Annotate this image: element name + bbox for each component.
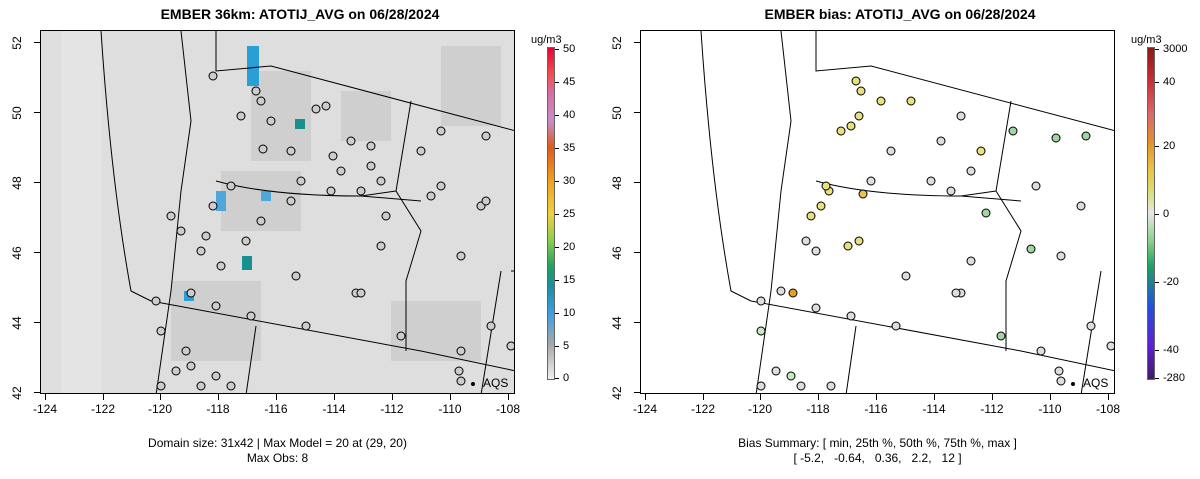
x-tick-label: -122: [690, 402, 716, 416]
legend-label: 45: [563, 76, 576, 88]
x-tick-label: -116: [264, 402, 288, 416]
map-plot-area: AQS: [40, 30, 515, 394]
x-tick-label: -120: [147, 402, 173, 416]
x-tick-label: -112: [980, 402, 1004, 416]
x-tick-label: -112: [380, 402, 404, 416]
x-tick-label: -110: [1038, 402, 1062, 416]
aqs-legend-dot: [471, 382, 475, 386]
model-grid-cells: [61, 31, 501, 393]
legend-label: 30: [563, 175, 576, 187]
aqs-legend-dot: [1071, 382, 1075, 386]
station-markers: [151, 71, 514, 391]
y-tick-label: 42: [10, 386, 24, 400]
legend-label: 40: [1163, 76, 1176, 88]
legend-label: 3000: [1163, 43, 1188, 55]
map-canvas: [41, 31, 514, 393]
y-tick-label: 48: [610, 176, 624, 190]
legend-unit: ug/m3: [531, 34, 562, 46]
caption-line-2: [ -5.2, -0.64, 0.36, 2.2, 12 ]: [793, 451, 962, 465]
map-canvas: [700, 31, 1114, 393]
map-plot-area: AQS: [640, 30, 1115, 394]
legend-label: -20: [1163, 276, 1179, 288]
y-tick-label: 50: [10, 106, 24, 120]
legend-label: 35: [563, 142, 576, 154]
model-panel: EMBER 36km: ATOTIJ_AVG on 06/28/2024: [10, 6, 576, 465]
x-tick-label: -124: [32, 402, 58, 416]
legend-label: 20: [1163, 140, 1176, 152]
bias-panel: EMBER bias: ATOTIJ_AVG on 06/28/2024: [600, 0, 1200, 479]
legend-label: 50: [563, 43, 576, 55]
legend-label: -280: [1163, 372, 1186, 384]
legend-label: -40: [1163, 344, 1179, 356]
caption-line-1: Domain size: 31x42 | Max Model = 20 at (…: [148, 436, 407, 450]
y-tick-label: 52: [10, 36, 24, 50]
aqs-label: AQS: [1083, 376, 1109, 390]
aqs-label: AQS: [483, 376, 509, 390]
legend-unit: ug/m3: [1131, 34, 1162, 46]
station-markers: [756, 76, 1114, 391]
legend-label: 20: [563, 241, 576, 253]
y-tick-label: 44: [10, 316, 24, 330]
y-tick-label: 52: [610, 36, 624, 50]
x-tick-label: -118: [806, 402, 830, 416]
state-borders: [100, 31, 514, 393]
x-tick-label: -110: [438, 402, 462, 416]
y-tick-label: 44: [610, 316, 624, 330]
y-tick-label: 48: [10, 176, 24, 190]
x-tick-label: -122: [90, 402, 116, 416]
legend-label: 0: [563, 372, 570, 384]
caption-line-1: Bias Summary: [ min, 25th %, 50th %, 75t…: [738, 436, 1017, 450]
x-tick-label: -116: [864, 402, 888, 416]
legend-label: 40: [563, 109, 576, 121]
panel-title: EMBER 36km: ATOTIJ_AVG on 06/28/2024: [160, 6, 440, 22]
state-borders: [700, 31, 1114, 393]
panel-title: EMBER bias: ATOTIJ_AVG on 06/28/2024: [764, 6, 1036, 22]
x-tick-label: -108: [1095, 402, 1121, 416]
caption-line-2: Max Obs: 8: [246, 451, 309, 465]
color-legend-bar: [1147, 47, 1155, 380]
x-tick-label: -114: [322, 402, 346, 416]
y-tick-label: 42: [610, 386, 624, 400]
y-tick-label: 50: [610, 106, 624, 120]
x-tick-label: -120: [747, 402, 773, 416]
x-tick-label: -118: [206, 402, 230, 416]
legend-label: 10: [563, 307, 576, 319]
x-tick-label: -124: [632, 402, 658, 416]
legend-label: 25: [563, 208, 576, 220]
color-legend-bar: [547, 47, 555, 380]
x-tick-label: -114: [922, 402, 946, 416]
y-tick-label: 46: [10, 246, 24, 260]
legend-label: 0: [1163, 208, 1170, 220]
legend-label: 15: [563, 274, 576, 286]
x-tick-label: -108: [495, 402, 521, 416]
y-tick-label: 46: [610, 246, 624, 260]
legend-label: 5: [563, 340, 570, 352]
